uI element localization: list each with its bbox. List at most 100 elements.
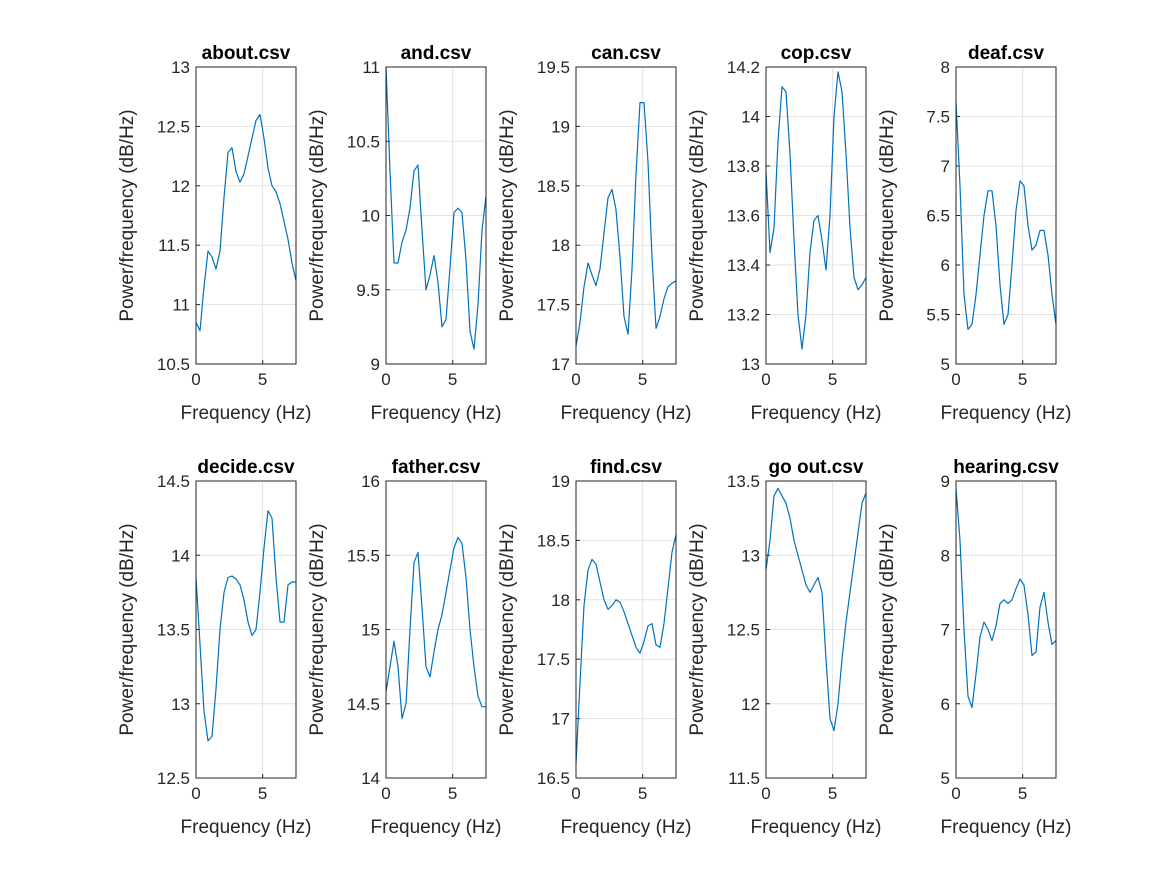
x-axis-label: Frequency (Hz) xyxy=(371,403,502,424)
subplot-9: 0 5 11.5 12 12.5 13 13.5 go out.csv Frequency (H… xyxy=(687,457,881,838)
subplot-title: decide.csv xyxy=(197,457,295,478)
plot-area xyxy=(576,67,676,364)
subplot-title: about.csv xyxy=(202,43,291,64)
x-tick-label: 0 xyxy=(761,784,770,803)
y-tick-label: 8 xyxy=(941,58,950,77)
x-tick-label: 5 xyxy=(828,784,837,803)
y-tick-label: 19 xyxy=(551,117,570,136)
y-tick-label: 6.5 xyxy=(926,207,950,226)
y-tick-label: 13.5 xyxy=(727,472,760,491)
x-axis-label: Frequency (Hz) xyxy=(751,817,882,838)
subplot-3: 0 5 17 17.5 18 18.5 19 19.5 can.csv Frequency (Hz… xyxy=(497,43,691,424)
subplot-title: and.csv xyxy=(401,43,472,64)
y-tick-label: 13 xyxy=(741,355,760,374)
subplot-title: deaf.csv xyxy=(968,43,1044,64)
y-axis-label: Power/frequency (dB/Hz) xyxy=(117,523,138,735)
y-tick-label: 17 xyxy=(551,355,570,374)
y-axis-label: Power/frequency (dB/Hz) xyxy=(877,109,898,321)
y-tick-label: 13 xyxy=(741,546,760,565)
y-tick-label: 5.5 xyxy=(926,306,950,325)
x-axis-label: Frequency (Hz) xyxy=(181,403,312,424)
y-tick-label: 11 xyxy=(172,296,190,315)
y-tick-label: 17.5 xyxy=(537,650,570,669)
y-tick-label: 12.5 xyxy=(727,621,760,640)
y-axis-label: Power/frequency (dB/Hz) xyxy=(497,109,518,321)
x-tick-label: 0 xyxy=(191,784,200,803)
series-line xyxy=(765,71,867,350)
y-tick-label: 17 xyxy=(551,710,570,729)
y-axis-label: Power/frequency (dB/Hz) xyxy=(687,523,708,735)
y-tick-label: 18 xyxy=(551,236,570,255)
y-axis-label: Power/frequency (dB/Hz) xyxy=(117,109,138,321)
x-tick-label: 5 xyxy=(258,784,267,803)
y-axis-label: Power/frequency (dB/Hz) xyxy=(307,109,328,321)
subplot-title: go out.csv xyxy=(768,457,863,478)
x-tick-label: 0 xyxy=(951,784,960,803)
y-tick-label: 13.4 xyxy=(727,256,760,275)
y-tick-label: 5 xyxy=(941,355,950,374)
x-tick-label: 5 xyxy=(258,370,267,389)
y-tick-label: 11 xyxy=(362,58,380,77)
axes-frame xyxy=(955,480,1057,779)
subplot-6: 0 5 12.5 13 13.5 14 14.5 decide.csv Frequency (H… xyxy=(117,457,311,838)
y-tick-label: 7 xyxy=(941,621,950,640)
axes-frame xyxy=(195,66,297,365)
y-tick-label: 6 xyxy=(941,256,950,275)
y-tick-label: 18.5 xyxy=(537,177,570,196)
series-line xyxy=(955,488,1057,709)
y-tick-label: 14.5 xyxy=(157,472,190,491)
x-axis-label: Frequency (Hz) xyxy=(941,403,1072,424)
x-tick-label: 0 xyxy=(761,370,770,389)
y-tick-label: 13.8 xyxy=(727,157,760,176)
x-axis-label: Frequency (Hz) xyxy=(371,817,502,838)
y-tick-label: 14.5 xyxy=(347,695,380,714)
series-line xyxy=(385,536,486,720)
axes-frame xyxy=(765,480,867,779)
series-line xyxy=(575,534,677,764)
subplot-7: 0 5 14 14.5 15 15.5 16 father.csv Frequency (Hz)… xyxy=(307,457,501,838)
subplot-8: 0 5 16.5 17 17.5 18 18.5 19 find.csv Frequency (H… xyxy=(497,457,691,838)
x-tick-label: 5 xyxy=(448,784,457,803)
y-tick-label: 14.2 xyxy=(727,58,760,77)
y-tick-label: 12.5 xyxy=(157,769,190,788)
x-axis-label: Frequency (Hz) xyxy=(181,817,312,838)
subplot-title: can.csv xyxy=(591,43,661,64)
series-line xyxy=(195,113,297,332)
plot-area xyxy=(576,481,676,778)
series-line xyxy=(385,66,487,350)
y-tick-label: 7 xyxy=(941,157,950,176)
y-tick-label: 11.5 xyxy=(728,769,760,788)
y-tick-label: 17.5 xyxy=(537,296,570,315)
y-tick-label: 10.5 xyxy=(157,355,190,374)
axes-frame xyxy=(385,66,487,365)
y-tick-label: 13.5 xyxy=(157,621,190,640)
subplot-title: father.csv xyxy=(392,457,481,478)
y-tick-label: 10 xyxy=(361,207,380,226)
subplot-1: 0 5 10.5 11 11.5 12 12.5 13 about.csv Frequency (… xyxy=(117,43,311,424)
y-tick-label: 5 xyxy=(941,769,950,788)
y-tick-label: 19 xyxy=(551,472,570,491)
y-tick-label: 10.5 xyxy=(347,132,380,151)
y-tick-label: 15.5 xyxy=(347,546,380,565)
x-axis-label: Frequency (Hz) xyxy=(941,817,1072,838)
y-tick-label: 13.6 xyxy=(727,207,760,226)
x-tick-label: 5 xyxy=(1018,784,1027,803)
y-axis-label: Power/frequency (dB/Hz) xyxy=(307,523,328,735)
subplot-title: find.csv xyxy=(590,457,662,478)
axes-frame xyxy=(765,66,867,365)
axes-frame xyxy=(575,66,677,365)
y-tick-label: 12.5 xyxy=(157,117,190,136)
y-tick-label: 15 xyxy=(361,621,380,640)
y-tick-label: 12 xyxy=(171,177,190,196)
x-tick-label: 0 xyxy=(571,784,580,803)
y-tick-label: 18.5 xyxy=(537,531,570,550)
series-line xyxy=(575,101,677,347)
subplot-title: hearing.csv xyxy=(953,457,1059,478)
y-axis-label: Power/frequency (dB/Hz) xyxy=(687,109,708,321)
x-axis-label: Frequency (Hz) xyxy=(751,403,882,424)
x-axis-label: Frequency (Hz) xyxy=(561,403,692,424)
axes-frame xyxy=(385,480,487,779)
x-tick-label: 5 xyxy=(638,370,647,389)
